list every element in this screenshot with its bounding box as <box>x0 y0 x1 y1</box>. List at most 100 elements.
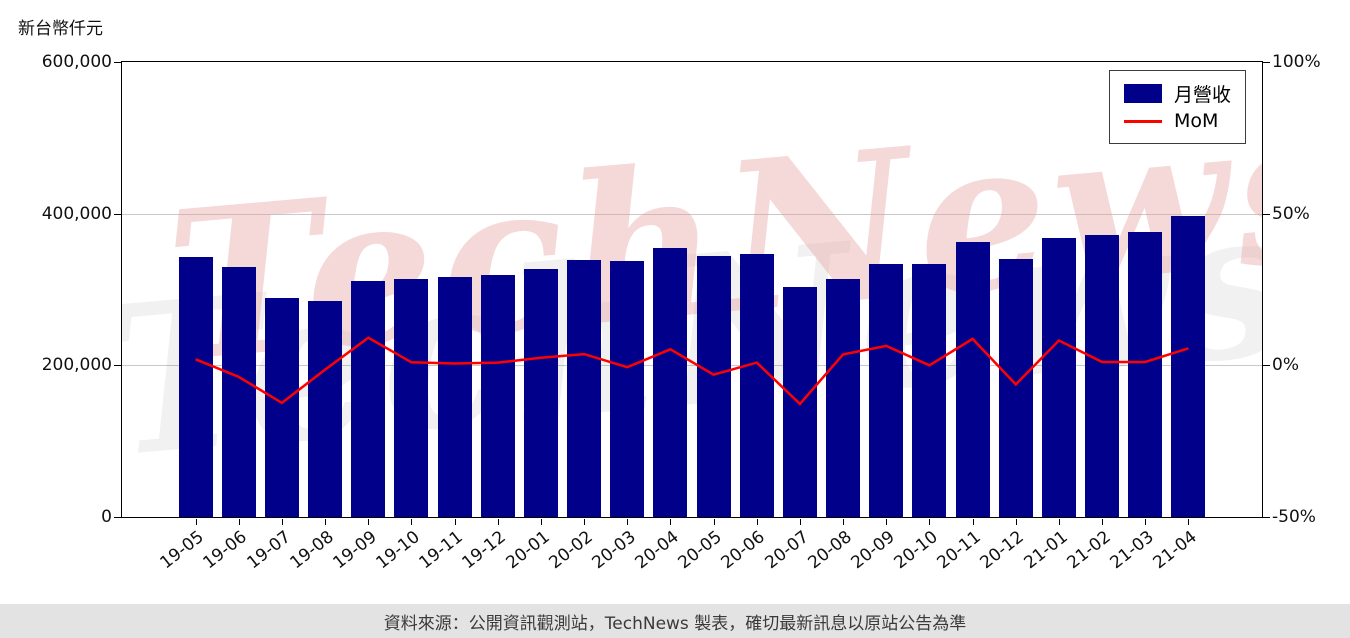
x-tick <box>1058 519 1060 525</box>
bar-20-09 <box>869 263 904 517</box>
bar-19-07 <box>264 297 299 517</box>
bar-20-08 <box>826 278 861 517</box>
bar-20-01 <box>523 269 558 517</box>
plot-area: TechNews TechNews 月營收 MoM <box>121 61 1263 518</box>
x-tick <box>584 519 586 525</box>
bar-19-12 <box>480 275 515 517</box>
legend-row-revenue: 月營收 <box>1123 79 1231 107</box>
bar-21-02 <box>1085 234 1120 517</box>
x-tick <box>195 519 197 525</box>
x-tick-label-20-07: 20-07 <box>760 527 813 574</box>
x-tick-label-21-02: 21-02 <box>1063 527 1115 574</box>
x-tick <box>886 519 888 525</box>
bar-20-02 <box>567 259 602 517</box>
x-tick <box>670 519 672 525</box>
x-tick-label-20-09: 20-09 <box>847 527 899 574</box>
x-tick <box>972 519 974 525</box>
y-right-tick-label: 0% <box>1272 355 1299 376</box>
y-right-tick <box>1263 365 1270 367</box>
y-left-tick <box>114 62 121 63</box>
y-left-tick-label: 0 <box>101 507 112 527</box>
y-right-tick <box>1263 213 1270 215</box>
x-tick <box>799 519 801 525</box>
bar-19-09 <box>351 281 386 517</box>
bar-20-04 <box>653 247 688 517</box>
x-tick-label-19-11: 19-11 <box>415 527 467 574</box>
x-tick <box>756 519 758 525</box>
bar-19-08 <box>308 300 343 517</box>
x-tick <box>238 519 240 525</box>
x-tick <box>368 519 370 525</box>
y-right-tick-label: -50% <box>1272 507 1316 527</box>
bar-20-06 <box>739 253 774 517</box>
bar-20-12 <box>998 259 1033 517</box>
x-tick <box>627 519 629 525</box>
bar-20-07 <box>782 287 817 517</box>
x-tick <box>454 519 456 525</box>
y-left-tick <box>114 365 121 367</box>
legend-row-mom: MoM <box>1123 107 1231 135</box>
bar-19-10 <box>394 278 429 517</box>
x-tick-label-21-04: 21-04 <box>1149 527 1201 574</box>
legend-bar-label: 月營收 <box>1173 83 1231 106</box>
x-tick <box>325 519 327 525</box>
x-tick-label-19-06: 19-06 <box>199 527 252 574</box>
x-tick-label-20-06: 20-06 <box>717 527 770 574</box>
bar-21-01 <box>1041 237 1076 517</box>
x-tick <box>1145 519 1147 525</box>
bar-20-10 <box>912 263 947 517</box>
x-tick-label-19-12: 19-12 <box>458 527 511 574</box>
footer-text: 資料來源：公開資訊觀測站，TechNews 製表，確切最新訊息以原站公告為準 <box>383 613 967 634</box>
legend-line-label: MoM <box>1173 110 1219 132</box>
x-tick-label-19-05: 19-05 <box>156 527 208 574</box>
x-tick-label-20-10: 20-10 <box>890 527 942 574</box>
bar-19-06 <box>221 266 256 517</box>
y-right-tick-label: 50% <box>1272 203 1310 224</box>
y-left-tick-label: 400,000 <box>41 203 112 224</box>
y-left-tick-label: 200,000 <box>41 355 112 376</box>
x-tick-label-20-04: 20-04 <box>631 527 683 574</box>
bar-19-11 <box>437 277 472 517</box>
mom-line <box>195 336 1189 406</box>
x-tick <box>281 519 283 525</box>
x-tick <box>1015 519 1017 525</box>
x-tick <box>1188 519 1190 525</box>
y-left-tick <box>114 213 121 215</box>
x-tick <box>713 519 715 525</box>
x-tick-label-20-05: 20-05 <box>674 527 726 574</box>
x-tick-label-21-01: 21-01 <box>1019 527 1072 574</box>
legend-bar-swatch <box>1123 83 1162 103</box>
x-tick <box>540 519 542 525</box>
x-tick-label-20-01: 20-01 <box>501 527 554 574</box>
y-right-tick <box>1263 517 1270 518</box>
x-tick <box>411 519 413 525</box>
legend-line-swatch <box>1123 119 1162 123</box>
x-tick <box>1102 519 1104 525</box>
x-tick <box>929 519 931 525</box>
x-tick <box>497 519 499 525</box>
x-tick <box>843 519 845 525</box>
x-tick-label-20-08: 20-08 <box>804 527 856 574</box>
y-right-tick <box>1263 62 1270 63</box>
footer: 資料來源：公開資訊觀測站，TechNews 製表，確切最新訊息以原站公告為準 <box>0 604 1350 638</box>
y-right-tick-label: 100% <box>1272 52 1321 72</box>
y-left-tick-label: 600,000 <box>41 52 112 72</box>
bar-20-11 <box>955 241 990 517</box>
x-tick-label-19-07: 19-07 <box>242 527 295 574</box>
x-tick-label-20-03: 20-03 <box>588 527 640 574</box>
bar-21-03 <box>1128 231 1163 517</box>
x-tick-label-20-12: 20-12 <box>976 527 1029 574</box>
bar-20-05 <box>696 256 731 517</box>
y-left-tick <box>114 517 121 518</box>
gridline <box>122 214 1262 215</box>
x-tick-label-20-02: 20-02 <box>545 527 597 574</box>
bar-19-05 <box>178 256 213 517</box>
x-tick-label-19-10: 19-10 <box>372 527 424 574</box>
bar-21-04 <box>1171 215 1206 517</box>
y-axis-title: 新台幣仟元 <box>18 19 103 39</box>
x-tick-label-19-09: 19-09 <box>329 527 381 574</box>
x-tick-label-21-03: 21-03 <box>1106 527 1158 574</box>
legend: 月營收 MoM <box>1108 70 1246 144</box>
x-tick-label-20-11: 20-11 <box>933 527 985 574</box>
